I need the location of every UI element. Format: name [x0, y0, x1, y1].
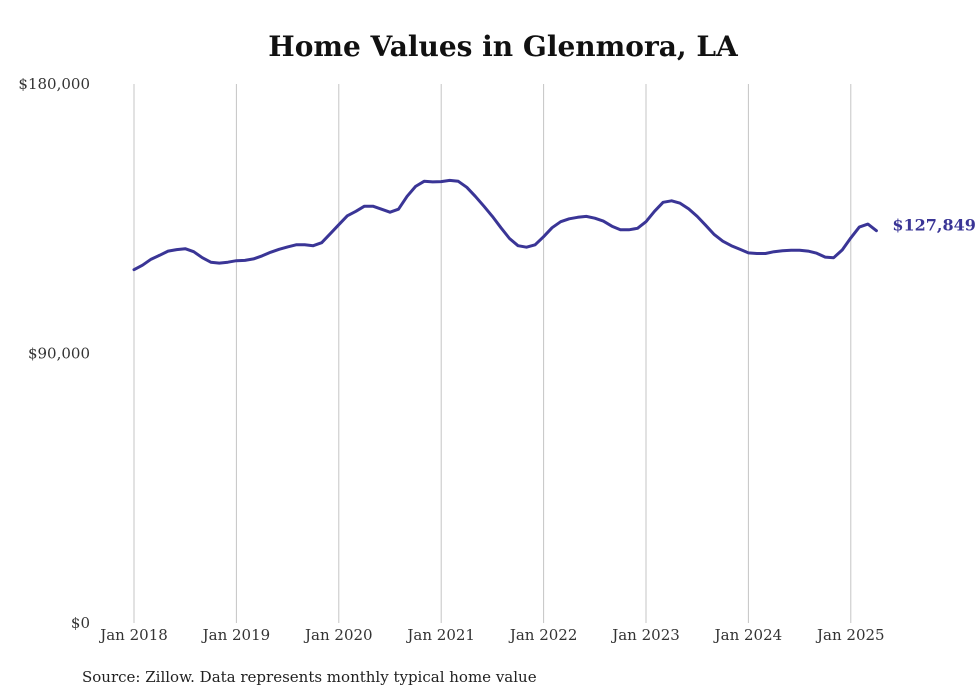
series-line	[132, 178, 878, 272]
y-tick-label: $0	[71, 614, 90, 632]
x-tick-label: Jan 2018	[98, 626, 168, 644]
x-tick-label: Jan 2022	[508, 626, 578, 644]
chart-title: Home Values in Glenmora, LA	[268, 30, 738, 63]
x-tick-label: Jan 2023	[610, 626, 680, 644]
x-tick-label: Jan 2020	[303, 626, 373, 644]
y-tick-label: $90,000	[28, 345, 90, 363]
x-tick-label: Jan 2024	[713, 626, 783, 644]
y-tick-label: $180,000	[18, 75, 90, 93]
grid-lines	[133, 84, 852, 623]
x-axis-ticks: Jan 2018 Jan 2019 Jan 2020 Jan 2021 Jan 2022…	[98, 626, 884, 644]
x-tick-label: Jan 2025	[815, 626, 885, 644]
x-tick-label: Jan 2021	[405, 626, 475, 644]
last-value-label: $127,849	[892, 216, 976, 235]
value-label-layer: $127,849	[892, 216, 976, 235]
series-layer	[132, 178, 878, 272]
x-tick-label: Jan 2019	[201, 626, 271, 644]
source-note: Source: Zillow. Data represents monthly …	[82, 668, 537, 686]
y-axis-ticks: $0 $90,000 $180,000	[18, 75, 90, 632]
